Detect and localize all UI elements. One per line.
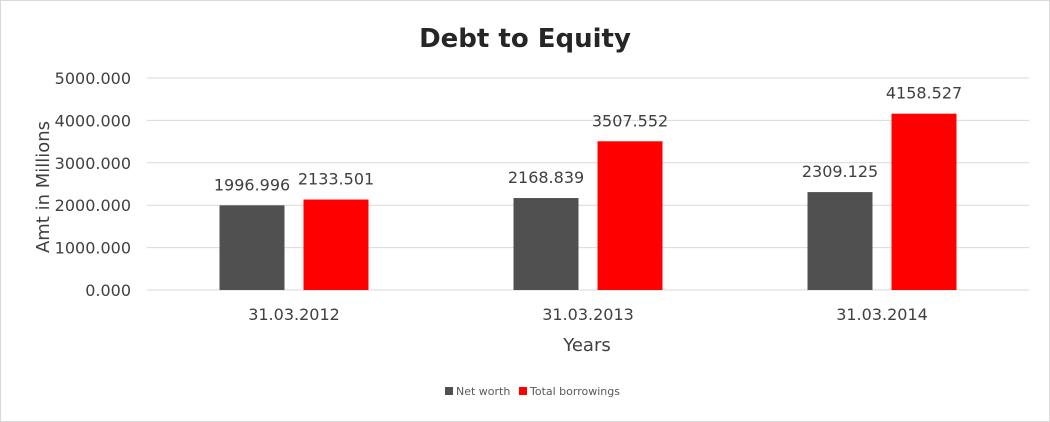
bar-total-borrowings (891, 113, 957, 290)
y-tick-label: 0.000 (85, 281, 131, 300)
x-axis-label: Years (562, 335, 611, 356)
y-tick-label: 4000.000 (55, 111, 131, 130)
data-label: 2133.501 (298, 170, 374, 189)
data-label: 1996.996 (214, 175, 290, 194)
bar-net-worth (807, 192, 873, 290)
x-tick-labels: 31.03.2012 31.03.2013 31.03.2014 (248, 305, 928, 324)
bar-net-worth (219, 205, 285, 290)
y-tick-label: 2000.000 (55, 196, 131, 215)
chart-title: Debt to Equity (419, 24, 631, 54)
gridlines (147, 77, 1029, 291)
bar-net-worth (513, 198, 579, 290)
data-label: 4158.527 (886, 84, 962, 103)
bars (219, 113, 957, 290)
x-tick-label: 31.03.2014 (836, 305, 928, 324)
x-tick-label: 31.03.2013 (542, 305, 634, 324)
y-axis-label: Amt in Millions (33, 121, 54, 253)
legend-swatch-net-worth (445, 387, 453, 395)
data-label: 3507.552 (592, 111, 668, 130)
y-tick-labels: 0.000 1000.000 2000.000 3000.000 4000.000 500… (55, 69, 131, 300)
legend: Net worth Total borrowings (445, 385, 620, 398)
y-tick-label: 1000.000 (55, 239, 131, 258)
legend-swatch-total-borrowings (519, 387, 527, 395)
y-tick-label: 3000.000 (55, 154, 131, 173)
x-tick-label: 31.03.2012 (248, 305, 340, 324)
legend-label: Total borrowings (529, 385, 620, 398)
bar-total-borrowings (597, 141, 663, 290)
data-label: 2309.125 (802, 162, 878, 181)
data-label: 2168.839 (508, 168, 584, 187)
data-labels: 1996.996 2133.501 2168.839 3507.552 2309.125… (214, 84, 962, 195)
bar-total-borrowings (303, 199, 369, 290)
y-tick-label: 5000.000 (55, 69, 131, 88)
legend-label: Net worth (456, 385, 510, 398)
